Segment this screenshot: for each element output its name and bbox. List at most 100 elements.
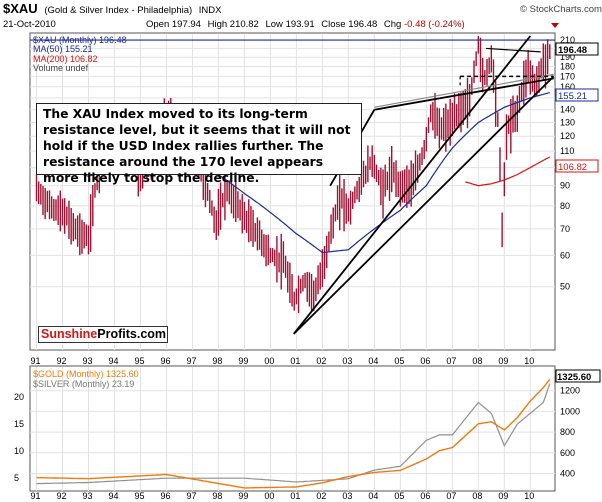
price-tick-label: 180 xyxy=(560,62,575,72)
annotation-box: The XAU Index moved to its long-term res… xyxy=(36,103,362,185)
ma50-last-tag xyxy=(555,88,599,102)
gold-tick-label: 400 xyxy=(560,468,575,478)
axis-labels: 2102001901801701601501401301201101009080… xyxy=(14,35,580,501)
legend-ma50: MA(50) 155.21 xyxy=(33,44,93,54)
legend-silver: $SILVER (Monthly) 23.19 xyxy=(33,379,134,389)
xau-last-tag xyxy=(555,42,599,56)
price-tick-label: 70 xyxy=(560,224,570,234)
x-tick-label: 95 xyxy=(134,491,144,501)
ma200-last-value: 106.82 xyxy=(558,162,587,173)
x-tick-label: 01 xyxy=(290,491,300,501)
channel-lower-line xyxy=(293,75,555,335)
x-tick-label: 03 xyxy=(342,491,352,501)
x-tick-label: 07 xyxy=(446,491,456,501)
gold-last-value: 1325.60 xyxy=(557,372,591,383)
price-legend: $XAU (Monthly) 196.48 MA(50) 155.21 MA(2… xyxy=(33,35,127,73)
metals-gridlines xyxy=(30,367,555,491)
gold-tick-label: 1200 xyxy=(560,386,580,396)
x-tick-label: 93 xyxy=(82,491,92,501)
x-tick-label: 10 xyxy=(524,356,534,366)
x-tick-label: 94 xyxy=(108,491,118,501)
x-tick-label: 08 xyxy=(472,491,482,501)
x-tick-label: 10 xyxy=(524,491,534,501)
symbol-title: $XAU xyxy=(3,1,38,16)
x-tick-label: 08 xyxy=(472,356,482,366)
trend-lines xyxy=(293,35,555,335)
price-tick-label: 80 xyxy=(560,201,570,211)
resistance-line-upper xyxy=(374,73,554,108)
x-tick-label: 95 xyxy=(134,356,144,366)
x-tick-label: 96 xyxy=(160,356,170,366)
legend-volume: Volume undef xyxy=(33,63,89,73)
gold-tick-label: 800 xyxy=(560,427,575,437)
x-tick-label: 01 xyxy=(290,356,300,366)
x-tick-label: 98 xyxy=(212,356,222,366)
legend-ma200: MA(200) 106.82 xyxy=(33,54,98,64)
x-tick-label: 92 xyxy=(56,356,66,366)
svg-text:$XAU (Gold & Silver Index: $XAU (Gold & Silver Index - Philadelphia… xyxy=(3,1,222,16)
stockcharts-credit: © StockCharts.com xyxy=(520,4,602,15)
x-tick-label: 93 xyxy=(82,356,92,366)
x-tick-label: 02 xyxy=(316,356,326,366)
silver-tick-label: 5 xyxy=(14,473,19,483)
x-tick-label: 03 xyxy=(342,356,352,366)
price-tick-label: 50 xyxy=(560,282,570,292)
x-tick-label: 04 xyxy=(368,491,378,501)
x-tick-label: 09 xyxy=(498,491,508,501)
sunshine-profits-logo: SunshineProfits.com xyxy=(38,326,168,343)
x-tick-label: 99 xyxy=(238,356,248,366)
x-tick-label: 05 xyxy=(394,491,404,501)
legend-xau: $XAU (Monthly) 196.48 xyxy=(33,35,127,45)
x-tick-label: 99 xyxy=(238,491,248,501)
ma200-last-tag xyxy=(555,159,599,173)
price-tick-label: 110 xyxy=(560,146,574,156)
silver-tick-label: 15 xyxy=(14,419,24,429)
gold-tick-label: 600 xyxy=(560,448,575,458)
gold-tick-label: 1000 xyxy=(560,406,580,416)
x-tick-label: 02 xyxy=(316,491,326,501)
price-tick-label: 170 xyxy=(560,71,575,81)
price-tick-label: 90 xyxy=(560,181,570,191)
legend-gold: $GOLD (Monthly) 1325.60 xyxy=(33,369,139,379)
x-tick-label: 07 xyxy=(446,356,456,366)
metals-panel-frame xyxy=(29,365,556,492)
price-tick-label: 130 xyxy=(560,117,575,127)
price-tick-label: 160 xyxy=(560,82,575,92)
price-tick-label: 60 xyxy=(560,250,570,260)
metal-lines xyxy=(36,378,551,489)
price-tick-label: 120 xyxy=(560,131,575,141)
ma200-line xyxy=(465,156,551,187)
x-tick-label: 09 xyxy=(498,356,508,366)
top-wedge-line xyxy=(486,47,541,53)
price-tick-label: 210 xyxy=(560,35,575,45)
x-tick-label: 00 xyxy=(264,356,274,366)
metals-legend: $GOLD (Monthly) 1325.60 $SILVER (Monthly… xyxy=(33,369,139,389)
silver-tick-label: 10 xyxy=(14,446,24,456)
index-name: (Gold & Silver Index - Philadelphia) xyxy=(44,5,192,16)
x-tick-label: 06 xyxy=(420,356,430,366)
x-tick-label: 05 xyxy=(394,356,404,366)
silver-tick-label: 20 xyxy=(14,392,24,402)
x-tick-label: 91 xyxy=(30,491,40,501)
exchange-label: INDX xyxy=(199,5,222,16)
x-tick-label: 04 xyxy=(368,356,378,366)
last-value-tags: 196.48 155.21 106.82 1325.60 xyxy=(555,42,601,383)
x-tick-label: 06 xyxy=(420,491,430,501)
x-tick-label: 98 xyxy=(212,491,222,501)
x-tick-label: 00 xyxy=(264,491,274,501)
quote-line: Open 197.94 High 210.82 Low 193.91 Close… xyxy=(146,19,465,30)
ma50-last-value: 155.21 xyxy=(558,91,587,102)
down-arrow-icon xyxy=(551,23,559,28)
chart-date: 21-Oct-2010 xyxy=(3,19,56,30)
x-tick-label: 97 xyxy=(186,491,196,501)
x-tick-label: 97 xyxy=(186,356,196,366)
price-tick-label: 140 xyxy=(560,105,575,115)
price-tick-label: 190 xyxy=(560,52,575,62)
x-tick-label: 94 xyxy=(108,356,118,366)
xau-last-value: 196.48 xyxy=(558,45,587,56)
x-tick-label: 92 xyxy=(56,491,66,501)
gold-line xyxy=(36,378,551,489)
resistance-line-lower xyxy=(374,77,554,111)
gold-last-tag xyxy=(555,369,601,383)
